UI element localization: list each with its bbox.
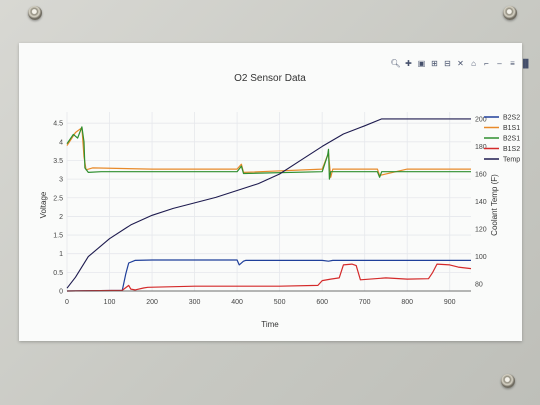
thumbtack-icon: [501, 374, 515, 388]
y2-axis-label: Coolant Temp (F): [490, 174, 499, 236]
legend-label-b1s1[interactable]: B1S1: [503, 125, 520, 132]
legend-label-b1s2[interactable]: B1S2: [503, 146, 520, 153]
y-tick-label: 4.5: [53, 121, 63, 128]
series-line-b2s2[interactable]: [66, 259, 471, 292]
x-tick-label: 800: [401, 299, 413, 306]
x-axis-label: Time: [261, 320, 279, 329]
y-tick-label: 2: [59, 214, 63, 221]
legend[interactable]: B2S2 B1S1 B2S1 B1S2 Temp: [484, 115, 520, 164]
chart-title: O2 Sensor Data: [234, 73, 306, 84]
x-tick-label: 400: [231, 299, 243, 306]
x-tick-label: 0: [65, 299, 69, 306]
series-line-b2s1[interactable]: [66, 126, 471, 180]
y2-tick-label: 80: [475, 282, 483, 289]
legend-label-b2s1[interactable]: B2S1: [503, 136, 520, 143]
pan-icon[interactable]: ✚: [405, 59, 412, 68]
y2-tick-label: 120: [475, 227, 487, 234]
y2-tick-label: 100: [475, 254, 487, 261]
x-tick-label: 300: [189, 299, 201, 306]
y-tick-label: 0.5: [53, 270, 63, 277]
series-line-b1s2[interactable]: [66, 263, 472, 292]
thumbtack-icon: [503, 6, 517, 20]
plotly-logo-icon[interactable]: ▐▌: [520, 59, 532, 68]
thumbtack-icon: [28, 6, 42, 20]
hover-closest-icon[interactable]: ‒: [497, 59, 502, 68]
y2-tick-label: 180: [475, 144, 487, 151]
spike-lines-icon[interactable]: ⌐: [484, 59, 489, 68]
autoscale-icon[interactable]: ✕: [457, 59, 464, 68]
series-line-temp[interactable]: [66, 118, 471, 289]
x-tick-label: 700: [359, 299, 371, 306]
y-tick-label: 1.5: [53, 233, 63, 240]
box-select-icon[interactable]: ▣: [417, 59, 426, 68]
zoom-icon[interactable]: 🔍︎: [390, 59, 401, 68]
legend-label-temp[interactable]: Temp: [503, 157, 520, 164]
zoom-out-icon[interactable]: ⊟: [444, 59, 451, 68]
legend-label-b2s2[interactable]: B2S2: [503, 115, 520, 122]
y-tick-label: 3: [59, 177, 63, 184]
y-tick-label: 3.5: [53, 158, 63, 165]
zoom-in-icon[interactable]: ⊞: [431, 59, 438, 68]
x-tick-label: 600: [316, 299, 328, 306]
y-tick-label: 1: [59, 251, 63, 258]
series-line-b1s1[interactable]: [66, 127, 471, 178]
hover-compare-icon[interactable]: ≡: [510, 59, 515, 68]
y-tick-label: 0: [59, 289, 63, 296]
y-axis-label: Voltage: [39, 191, 48, 218]
x-tick-label: 500: [274, 299, 286, 306]
x-tick-label: 100: [104, 299, 116, 306]
y-tick-label: 2.5: [53, 195, 63, 202]
modebar[interactable]: 🔍︎ ✚ ▣ ⊞ ⊟ ✕ ⌂ ⌐ ‒ ≡ ▐▌: [390, 59, 531, 69]
x-tick-label: 900: [444, 299, 456, 306]
y2-tick-label: 200: [475, 116, 487, 123]
y2-tick-label: 140: [475, 199, 487, 206]
y2-tick-label: 160: [475, 171, 487, 178]
x-tick-label: 200: [146, 299, 158, 306]
reset-axes-icon[interactable]: ⌂: [471, 59, 476, 68]
y-tick-label: 4: [59, 139, 63, 146]
